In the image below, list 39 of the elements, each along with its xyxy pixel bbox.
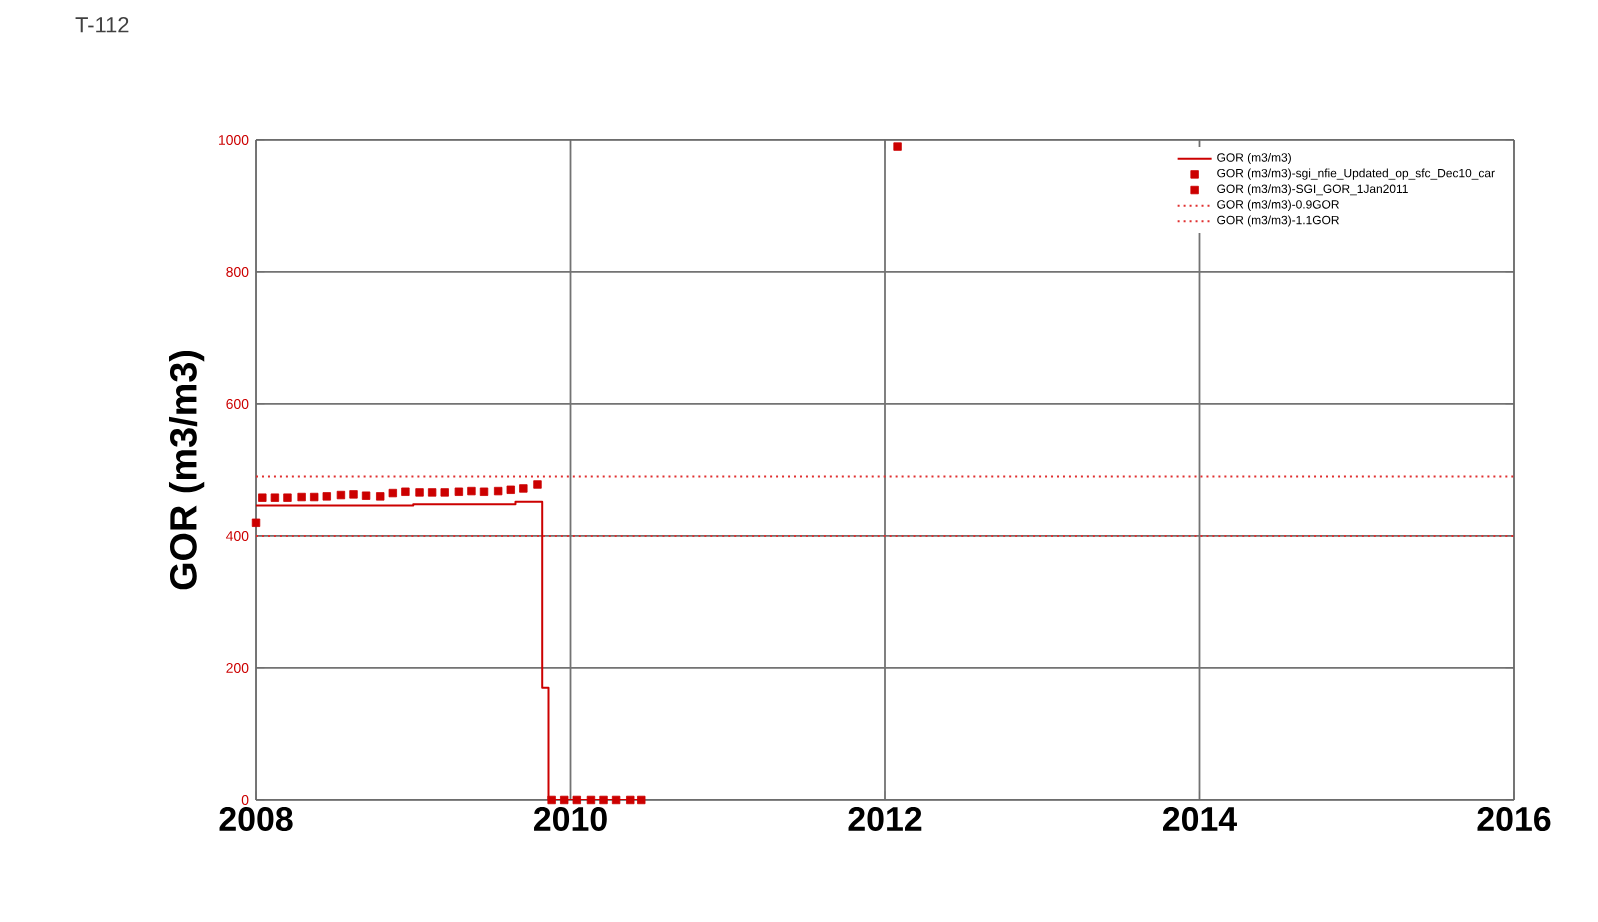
point <box>258 493 267 502</box>
point <box>427 488 437 497</box>
point <box>454 487 464 496</box>
point <box>560 795 569 805</box>
point <box>440 488 449 497</box>
point <box>251 518 261 527</box>
point <box>297 492 306 502</box>
chart-title: T-112 <box>75 17 129 33</box>
x-tick-label: 2012 <box>848 807 922 831</box>
point <box>376 492 385 501</box>
x-tick-label: 2008 <box>219 807 293 831</box>
point <box>336 490 346 500</box>
point <box>479 487 489 496</box>
point <box>493 486 503 496</box>
point <box>401 487 410 496</box>
point <box>467 486 476 496</box>
point <box>637 795 646 805</box>
point <box>626 795 635 805</box>
point <box>361 491 371 500</box>
point <box>893 142 902 151</box>
point <box>572 795 581 805</box>
point <box>533 480 542 489</box>
point <box>547 795 556 805</box>
point <box>270 493 280 502</box>
x-tick-label: 2016 <box>1477 807 1551 831</box>
point <box>611 795 621 805</box>
point <box>599 795 608 805</box>
y-axis-title: GOR (m3/m3) <box>168 350 205 590</box>
point <box>388 488 398 498</box>
point <box>310 492 319 502</box>
point <box>586 795 596 805</box>
point <box>506 485 515 494</box>
point <box>415 488 424 497</box>
point <box>322 492 331 501</box>
x-tick-label: 2014 <box>1163 807 1237 831</box>
point <box>283 493 292 502</box>
point <box>519 484 528 493</box>
x-tick-label: 2010 <box>534 807 607 831</box>
point <box>349 490 358 499</box>
